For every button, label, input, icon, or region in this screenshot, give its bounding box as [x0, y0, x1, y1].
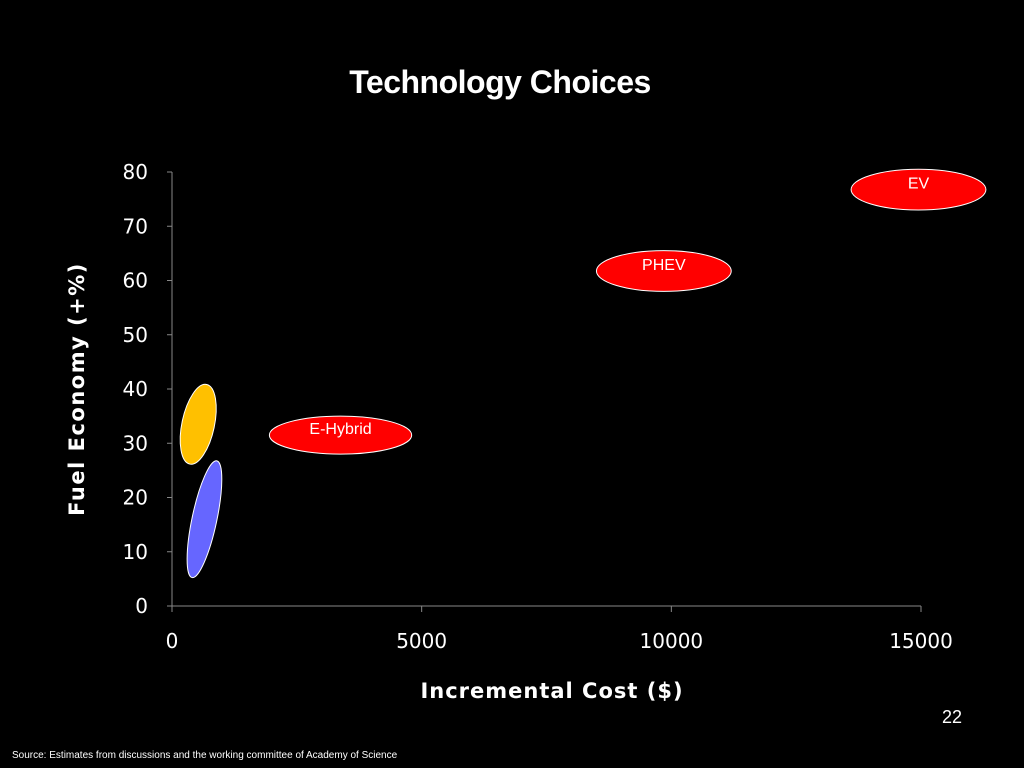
bubble-group: E-Hybrid: [268, 415, 413, 455]
chart-bubbles: E-Hybrid PHEV EV: [179, 168, 987, 579]
bubble-label: PHEV: [642, 257, 686, 274]
bubble-label: E-Hybrid: [309, 421, 371, 438]
source-note: Source: Estimates from discussions and t…: [12, 750, 398, 761]
bubble-phev: [595, 250, 732, 292]
bubble-label: EV: [908, 176, 930, 193]
bubble-group: [186, 460, 223, 579]
bubble-unlabeled-0: [186, 460, 223, 579]
x-tick-label: 5000: [396, 629, 447, 653]
y-tick-label: 30: [123, 431, 148, 455]
bubble-group: [179, 383, 217, 465]
y-tick-label: 20: [123, 486, 148, 510]
bubble-ev: [850, 168, 987, 211]
x-tick-label: 10000: [640, 629, 704, 653]
y-tick-label: 60: [123, 269, 148, 293]
bubble-unlabeled-1: [179, 383, 217, 465]
x-axis-title: Incremental Cost ($): [420, 679, 683, 703]
chart-axes: 0 10 20 30 40 50 60 70 80 0 5000 10000 15000: [123, 160, 953, 653]
y-tick-label: 40: [123, 377, 148, 401]
x-tick-label: 0: [166, 629, 179, 653]
page-number: 22: [941, 707, 962, 727]
slide-title: Technology Choices: [349, 64, 651, 100]
bubble-group: PHEV: [595, 250, 732, 292]
y-axis-title: Fuel Economy (+%): [65, 262, 89, 516]
bubble-e-hybrid: [268, 415, 413, 455]
y-tick-label: 70: [123, 214, 148, 238]
y-tick-label: 80: [123, 160, 148, 184]
y-tick-label: 50: [123, 323, 148, 347]
y-tick-label: 0: [135, 594, 148, 618]
y-tick-label: 10: [123, 540, 148, 564]
x-tick-label: 15000: [889, 629, 953, 653]
bubble-group: EV: [850, 168, 987, 211]
